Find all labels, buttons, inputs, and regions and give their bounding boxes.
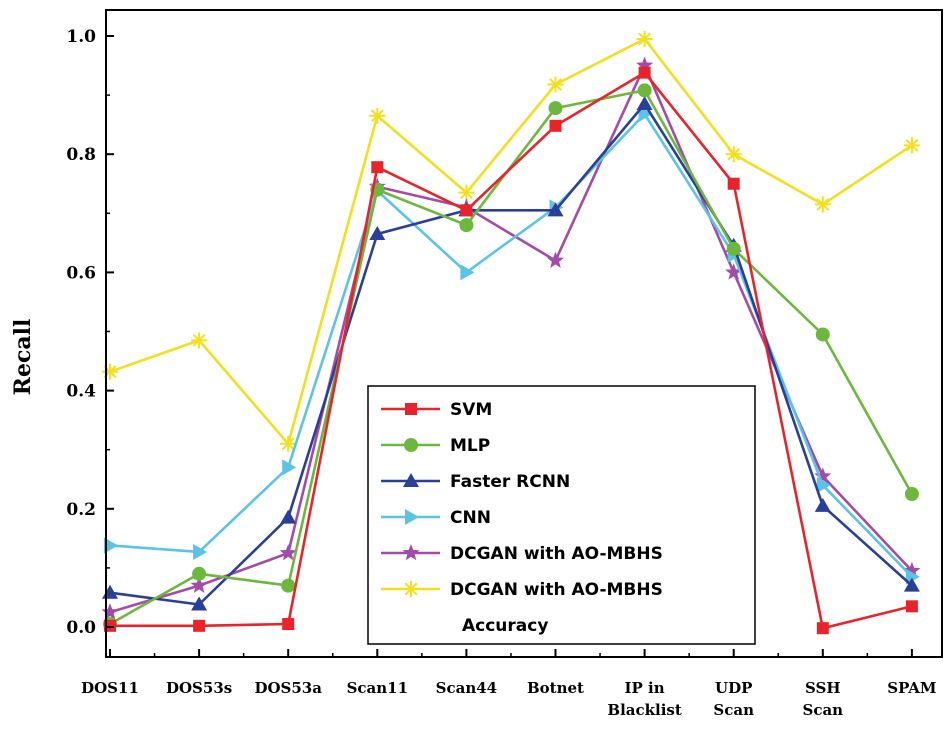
data-point-0-9 xyxy=(905,600,918,613)
data-point-0-4 xyxy=(460,204,473,217)
data-point-1-5 xyxy=(548,101,563,116)
data-point-5-4 xyxy=(458,184,475,201)
data-point-1-1 xyxy=(192,566,207,581)
data-point-3-2 xyxy=(282,459,297,476)
x-tick-label-5: Botnet xyxy=(527,679,584,697)
data-point-2-6 xyxy=(636,95,653,110)
legend-swatch-marker-0 xyxy=(405,403,417,415)
axes-layer: 0.0 0.2 0.4 0.6 0.8 1.0 DOS11 DOS53s DOS53a Scan1… xyxy=(66,9,943,719)
legend-label-5-line2: Accuracy xyxy=(462,616,548,636)
y-axis-label: Recall xyxy=(10,319,36,396)
data-point-3-1 xyxy=(193,543,208,560)
data-point-2-3 xyxy=(369,225,386,240)
x-tick-label-0: DOS11 xyxy=(81,679,139,697)
x-tick-label-6: IP in Blacklist xyxy=(607,679,681,719)
data-point-4-7 xyxy=(725,263,743,280)
data-point-2-1 xyxy=(191,596,208,611)
legend-swatch-marker-2 xyxy=(403,473,419,487)
data-point-0-2 xyxy=(282,618,295,631)
legend-label-1: MLP xyxy=(450,436,490,456)
series-line-0 xyxy=(110,71,913,630)
series-3 xyxy=(104,106,920,585)
legend-swatch-marker-3 xyxy=(405,509,419,525)
legend-item-3: CNN xyxy=(381,508,491,528)
data-point-5-8 xyxy=(814,196,831,213)
data-point-5-1 xyxy=(191,332,208,349)
legend-label-4: DCGAN with AO-MBHS xyxy=(450,544,663,564)
data-point-2-2 xyxy=(280,509,297,524)
series-line-3 xyxy=(109,112,913,578)
legend-swatch-marker-4 xyxy=(402,544,420,561)
data-point-5-6 xyxy=(636,30,653,47)
data-point-4-2 xyxy=(279,544,297,561)
y-tick-label-5: 1.0 xyxy=(66,27,96,47)
legend-item-2: Faster RCNN xyxy=(381,472,570,492)
data-point-1-2 xyxy=(281,578,296,593)
data-point-4-6 xyxy=(636,56,654,73)
y-tick-label-3: 0.6 xyxy=(66,263,96,283)
data-point-5-7 xyxy=(725,146,742,163)
x-tick-label-9: SPAM xyxy=(887,679,936,697)
data-point-5-9 xyxy=(903,137,920,154)
legend-label-5: DCGAN with AO-MBHS xyxy=(450,580,663,600)
plot-frame xyxy=(105,9,943,658)
y-tick-label-1: 0.2 xyxy=(66,500,96,520)
data-point-3-6 xyxy=(638,106,653,123)
data-point-3-0 xyxy=(104,537,118,554)
legend-label-3: CNN xyxy=(450,508,491,528)
data-point-5-2 xyxy=(280,435,297,452)
legend-item-0: SVM xyxy=(381,400,492,420)
series-layer xyxy=(101,30,921,635)
data-point-5-3 xyxy=(369,107,386,124)
data-point-1-8 xyxy=(815,327,830,342)
data-point-4-9 xyxy=(903,561,921,579)
y-tick-label-4: 0.8 xyxy=(66,145,96,165)
data-point-4-0 xyxy=(101,603,119,620)
data-point-3-9 xyxy=(905,568,920,585)
series-0 xyxy=(104,66,918,635)
series-line-5 xyxy=(109,37,913,446)
legend-item-4: DCGAN with AO-MBHS xyxy=(381,544,663,564)
legend-label-0: SVM xyxy=(450,400,492,420)
legend-swatch-marker-1 xyxy=(404,438,418,452)
data-point-4-8 xyxy=(814,467,832,484)
x-tick-label-7: UDP Scan xyxy=(713,679,754,719)
x-tick-label-1: DOS53s xyxy=(166,679,232,697)
y-tick-label-2: 0.4 xyxy=(66,382,96,402)
legend-item-1: MLP xyxy=(381,436,490,456)
data-point-1-6 xyxy=(637,83,652,98)
legend-label-2: Faster RCNN xyxy=(450,472,570,492)
data-point-4-1 xyxy=(190,576,208,593)
data-point-0-6 xyxy=(638,66,651,79)
data-point-5-0 xyxy=(102,363,118,380)
data-point-0-3 xyxy=(371,161,384,174)
data-point-4-5 xyxy=(546,251,565,268)
data-point-1-9 xyxy=(904,487,919,502)
data-point-1-4 xyxy=(459,218,474,233)
data-point-1-7 xyxy=(726,241,741,256)
data-point-0-5 xyxy=(549,119,562,132)
y-tick-label-0: 0.0 xyxy=(66,618,96,638)
data-point-2-9 xyxy=(903,577,920,592)
data-point-3-4 xyxy=(460,264,475,281)
x-tick-label-2: DOS53a xyxy=(254,679,322,697)
legend-item-5: DCGAN with AO-MBHS Accuracy xyxy=(381,580,663,636)
data-point-0-7 xyxy=(727,177,740,190)
x-tick-label-4: Scan44 xyxy=(436,679,497,697)
data-point-0-8 xyxy=(816,622,829,635)
data-point-0-1 xyxy=(193,619,206,632)
legend-swatch-marker-5 xyxy=(403,581,419,597)
legend-box xyxy=(367,385,756,645)
series-line-2 xyxy=(109,102,913,606)
data-point-3-8 xyxy=(816,477,831,494)
data-point-5-5 xyxy=(547,76,564,93)
x-tick-label-3: Scan11 xyxy=(347,679,408,697)
data-point-2-8 xyxy=(814,497,831,512)
data-point-2-5 xyxy=(547,202,564,217)
x-tick-label-8: SSH Scan xyxy=(803,679,844,719)
